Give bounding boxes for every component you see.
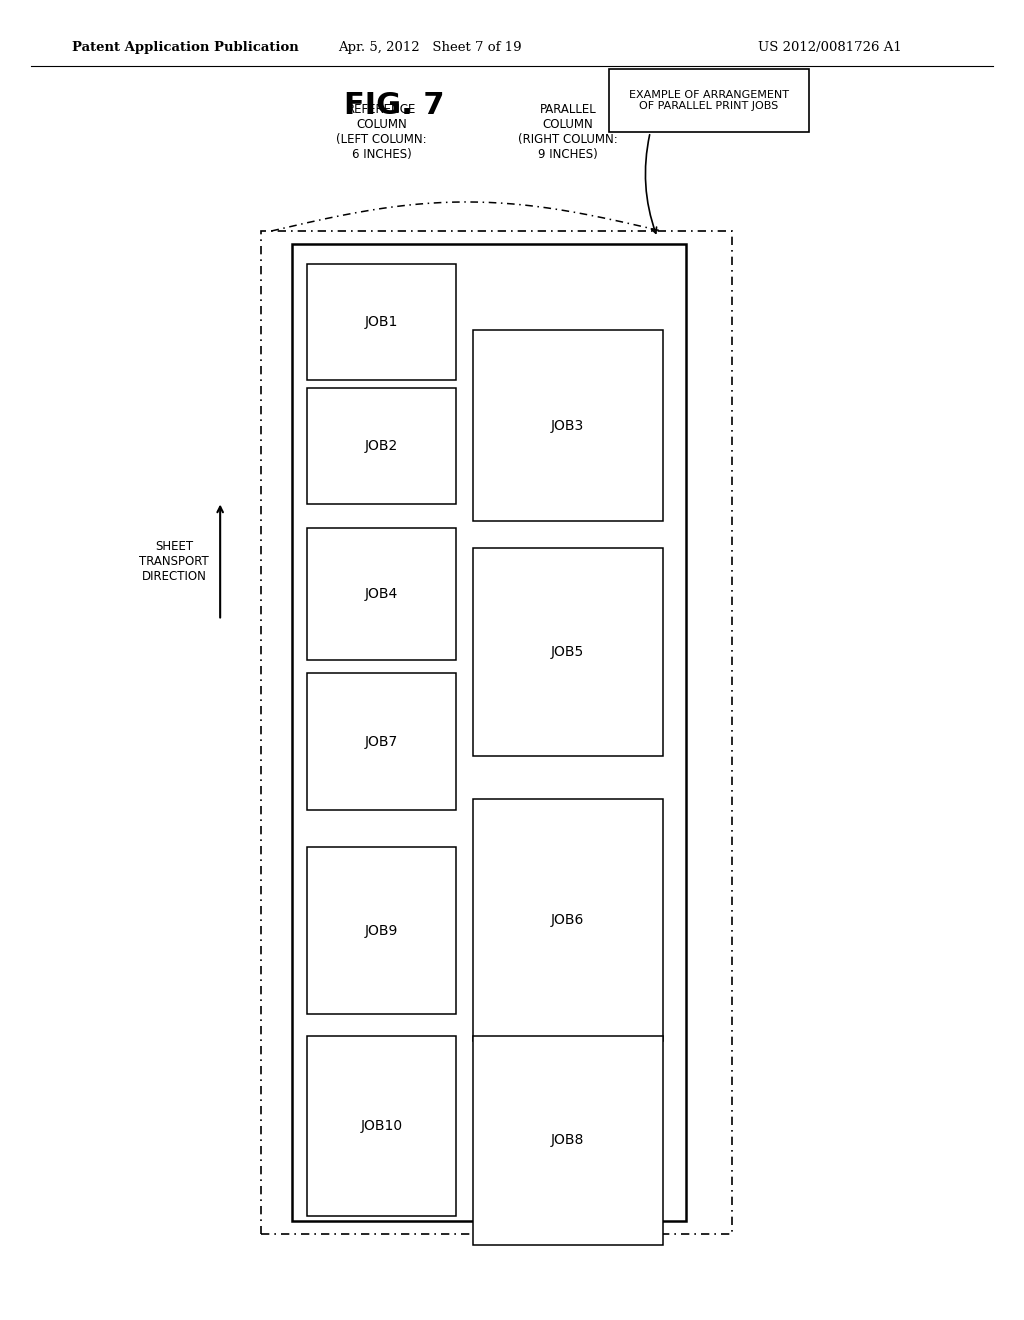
Bar <box>473 330 663 521</box>
Text: Apr. 5, 2012   Sheet 7 of 19: Apr. 5, 2012 Sheet 7 of 19 <box>338 41 522 54</box>
Text: JOB1: JOB1 <box>365 315 398 329</box>
Text: JOB7: JOB7 <box>365 735 398 748</box>
Bar <box>307 388 456 504</box>
Text: PARALLEL
COLUMN
(RIGHT COLUMN:
9 INCHES): PARALLEL COLUMN (RIGHT COLUMN: 9 INCHES) <box>518 103 617 161</box>
Text: FIG. 7: FIG. 7 <box>344 91 444 120</box>
Bar <box>261 231 732 1234</box>
Bar <box>307 264 456 380</box>
Text: JOB10: JOB10 <box>360 1119 402 1133</box>
Text: SHEET
TRANSPORT
DIRECTION: SHEET TRANSPORT DIRECTION <box>139 540 209 582</box>
Bar <box>307 673 456 810</box>
Text: Patent Application Publication: Patent Application Publication <box>72 41 298 54</box>
Text: JOB5: JOB5 <box>551 645 585 659</box>
Text: JOB6: JOB6 <box>551 913 585 927</box>
Bar <box>609 69 809 132</box>
Bar <box>307 847 456 1014</box>
Text: JOB4: JOB4 <box>365 587 398 601</box>
Text: JOB8: JOB8 <box>551 1134 585 1147</box>
Bar <box>292 244 686 1221</box>
Text: US 2012/0081726 A1: US 2012/0081726 A1 <box>758 41 901 54</box>
Text: JOB2: JOB2 <box>365 440 398 453</box>
Text: JOB9: JOB9 <box>365 924 398 937</box>
Text: EXAMPLE OF ARRANGEMENT
OF PARALLEL PRINT JOBS: EXAMPLE OF ARRANGEMENT OF PARALLEL PRINT… <box>629 90 790 111</box>
Bar <box>307 1036 456 1216</box>
Text: REFERENCE
COLUMN
(LEFT COLUMN:
6 INCHES): REFERENCE COLUMN (LEFT COLUMN: 6 INCHES) <box>336 103 427 161</box>
Bar <box>473 1036 663 1245</box>
Bar <box>473 548 663 756</box>
Bar <box>473 799 663 1041</box>
Bar <box>307 528 456 660</box>
Text: JOB3: JOB3 <box>551 418 585 433</box>
